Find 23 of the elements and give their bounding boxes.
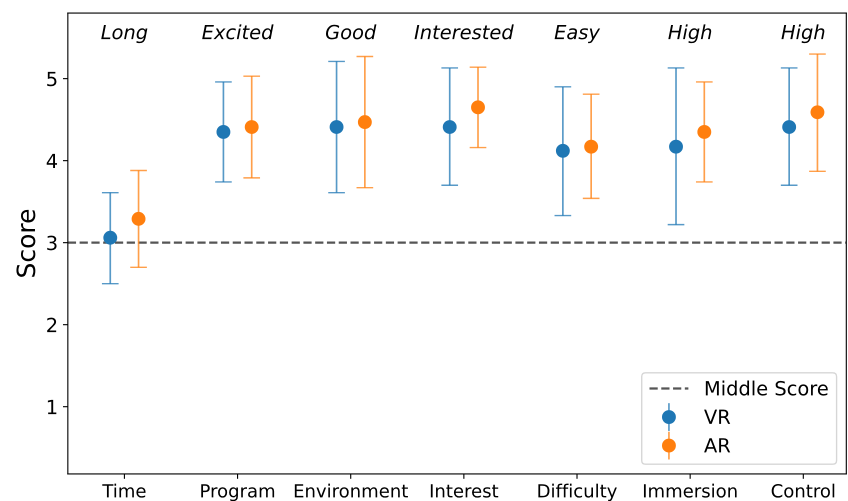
x-tick-label: Program	[201, 484, 274, 501]
annotation: Excited	[202, 24, 274, 40]
x-tick-label: Difficulty	[538, 484, 617, 501]
y-axis-title: Score	[16, 210, 36, 277]
y-tick-label: 2	[47, 318, 56, 332]
y-tick-label: 3	[47, 236, 57, 250]
annotation: Good	[326, 24, 376, 40]
x-tick-label: Interest	[430, 484, 498, 498]
x-tick-label: Immersion	[644, 484, 737, 498]
legend-label: Middle Score	[706, 380, 828, 396]
annotation: High	[668, 24, 712, 44]
y-tick-label: 4	[46, 154, 58, 168]
legend-label: VR	[704, 410, 730, 424]
annotation: Interested	[414, 24, 514, 40]
annotation: High	[781, 24, 824, 44]
x-tick-label: Time	[102, 484, 146, 498]
y-tick-label: 5	[47, 72, 56, 86]
annotation: Long	[101, 24, 148, 44]
legend-label: AR	[704, 438, 730, 452]
x-tick-label: Environment	[294, 484, 408, 498]
y-tick-label: 1	[48, 400, 56, 414]
x-tick-label: Control	[772, 484, 834, 498]
annotation: Easy	[554, 24, 600, 44]
